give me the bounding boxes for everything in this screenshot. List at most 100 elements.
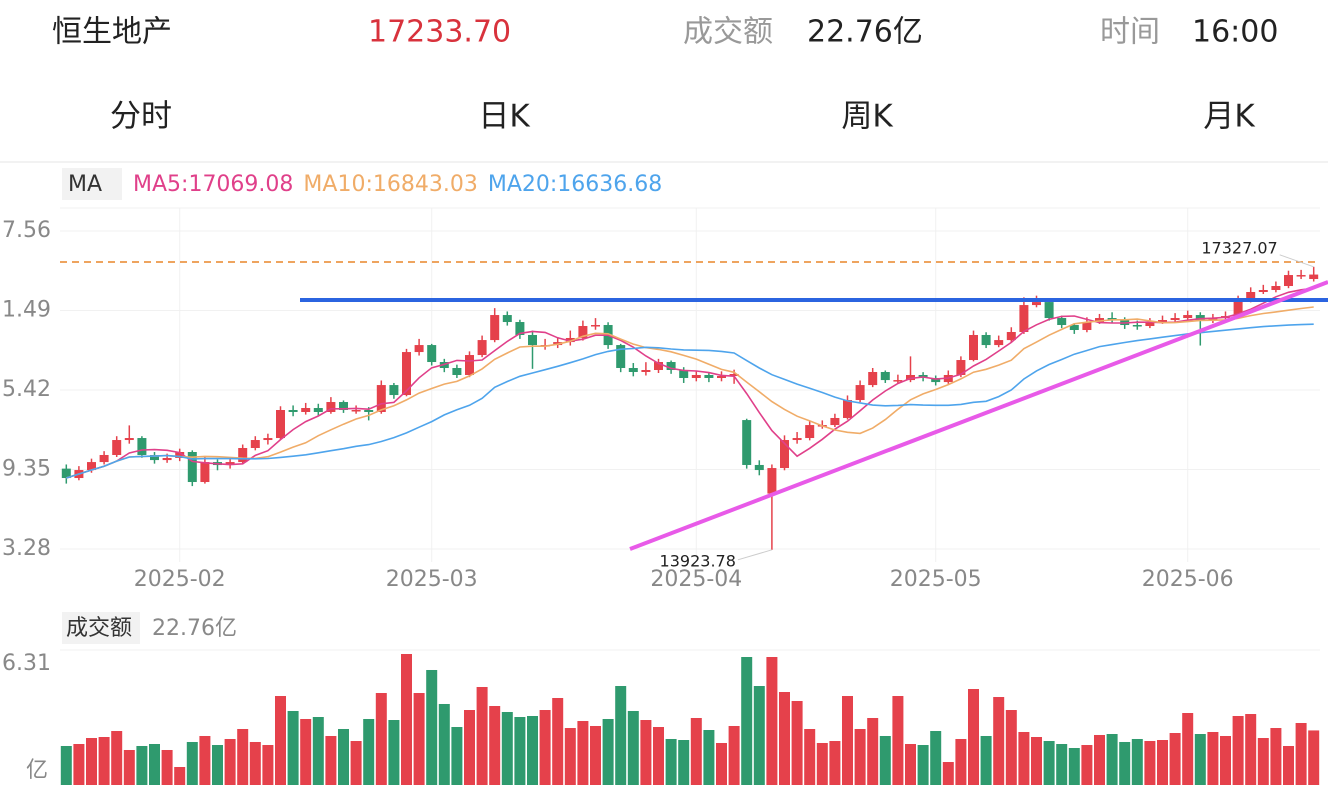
volume-bar [590, 725, 601, 785]
volume-bar [930, 731, 942, 785]
volume-bar [879, 735, 891, 785]
volume-bar [804, 728, 816, 785]
candle-body [313, 408, 323, 412]
volume-bar [489, 706, 501, 785]
candle-body [502, 315, 512, 323]
volume-unit: 亿 [26, 758, 48, 783]
volume-bar [1283, 745, 1294, 785]
volume-bar [111, 731, 123, 785]
volume-bar [1257, 738, 1269, 785]
tab[interactable]: 周K [841, 99, 893, 135]
candle-body [717, 375, 726, 378]
candle-body [1309, 274, 1319, 280]
candle-body [843, 400, 852, 418]
ma-line [66, 323, 1314, 479]
volume-bar [161, 749, 173, 785]
candle-body [376, 385, 386, 412]
volume-bar [766, 657, 778, 785]
volume-bar [753, 686, 765, 785]
volume-bar [1131, 738, 1143, 785]
volume-bar [514, 717, 526, 785]
candle-body [729, 373, 739, 376]
candle-body [1069, 325, 1079, 331]
candle-body [792, 438, 802, 441]
candle-body [691, 374, 701, 378]
tab[interactable]: 日K [478, 99, 530, 135]
volume-bar [564, 728, 576, 785]
candle-body [124, 438, 134, 441]
volume-bar [363, 718, 375, 785]
volume-bar [249, 741, 261, 785]
volume-bar [401, 654, 412, 785]
candle-body [1296, 275, 1306, 277]
candle-body [805, 425, 815, 439]
volume-bar [1119, 741, 1131, 785]
volume-legend-box [62, 612, 140, 644]
y-tick-label: 6.31 [2, 651, 51, 676]
volume-bar [690, 717, 702, 785]
candle-body [654, 362, 663, 371]
volume-bar [1182, 713, 1194, 785]
candle-body [187, 451, 197, 483]
candle-body [767, 468, 777, 494]
tab[interactable]: 月K [1203, 99, 1255, 135]
volume-bar [476, 686, 488, 785]
candle-body [906, 374, 915, 381]
tab[interactable]: 分时 [110, 99, 172, 135]
candle-body [1057, 318, 1067, 326]
candle-body [465, 355, 474, 375]
candle-body [1082, 322, 1092, 331]
candle-body [326, 402, 336, 412]
volume-bar [867, 717, 879, 785]
volume-bar [615, 686, 627, 785]
x-tick-label: 2025-02 [134, 567, 226, 592]
volume-bar [627, 710, 639, 785]
volume-bar [1295, 723, 1307, 785]
volume-bar [1005, 710, 1017, 785]
min-pointer [737, 549, 773, 561]
volume-bar [300, 718, 312, 785]
volume-bar [1106, 734, 1118, 785]
volume-bar [237, 728, 249, 785]
volume-bar [854, 728, 866, 785]
volume-bar [1018, 731, 1030, 785]
candle-body [666, 362, 676, 371]
candle-body [1145, 322, 1155, 327]
volume-bar [703, 730, 715, 785]
candle-body [200, 462, 210, 483]
volume-bar [338, 728, 349, 785]
candle-body [994, 340, 1004, 346]
trend-line [629, 280, 1328, 551]
volume-bar [602, 718, 614, 785]
legend-entry: MA5:17069.08 [133, 172, 293, 197]
candle-body [87, 462, 96, 471]
volume-bar [892, 696, 904, 785]
candle-body [339, 402, 348, 411]
candle-body [1284, 275, 1293, 287]
x-tick-label: 2025-04 [650, 567, 742, 592]
volume-bar [539, 710, 551, 785]
candle-body [754, 464, 764, 471]
candle-body [1019, 305, 1029, 332]
volume-bar [375, 693, 387, 785]
time-value: 16:00 [1192, 15, 1278, 50]
candle-body [780, 440, 789, 469]
time-label: 时间 [1100, 15, 1160, 50]
candle-body [137, 438, 147, 455]
turnover-label: 成交额 [683, 15, 773, 50]
min-label: 13923.78 [660, 551, 736, 570]
x-tick-label: 2025-03 [386, 567, 478, 592]
candle-body [1195, 315, 1205, 321]
candle-body [855, 385, 865, 401]
candle-body [452, 368, 462, 375]
volume-bar [388, 720, 400, 785]
candle-body [1183, 315, 1193, 319]
candle-body [616, 345, 626, 369]
candle-body [414, 345, 424, 353]
ma-line [66, 306, 1314, 479]
candle-body [61, 468, 71, 479]
volume-bar [60, 745, 72, 785]
candle-body [1258, 290, 1268, 292]
volume-bar [1056, 744, 1068, 785]
volume-bar [312, 717, 324, 785]
